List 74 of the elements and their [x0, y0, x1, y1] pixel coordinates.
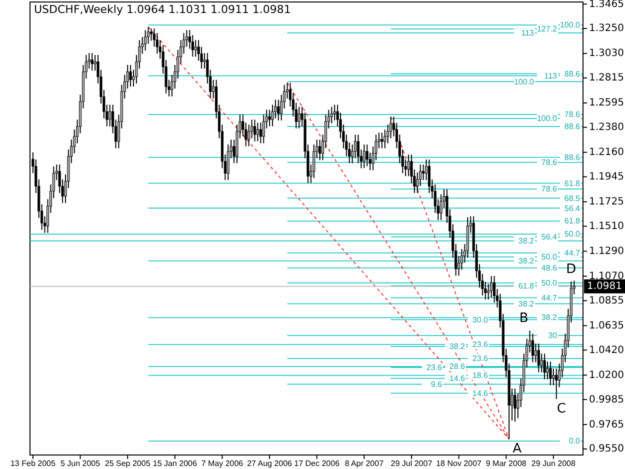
y-tick-label: 1.2815: [589, 72, 624, 84]
x-tick-label: 29 Jun 2008: [531, 459, 576, 468]
y-tick-label: 0.9550: [589, 444, 624, 455]
annotation: C: [556, 402, 566, 417]
series-label: 88.6: [564, 122, 581, 132]
series-label: 68.5: [564, 194, 581, 203]
y-tick-label: 1.3030: [589, 48, 624, 60]
series-label: 78.6: [541, 184, 558, 194]
series-label: 61.8: [564, 216, 581, 226]
series-label: 50.0: [564, 230, 581, 239]
series-label: 100.0: [536, 114, 558, 124]
y-tick-label: 1.1510: [589, 220, 624, 232]
y-tick-label: 1.1290: [589, 246, 624, 257]
x-tick-label: 8 Apr 2007: [344, 459, 384, 468]
series-label: 23.6: [426, 363, 443, 372]
series-label: 48.6: [541, 263, 558, 272]
y-tick-label: 1.3250: [589, 23, 624, 34]
y-tick-label: 1.2160: [589, 147, 624, 158]
series-label: 30.0: [472, 315, 489, 324]
series-label: 18.6: [472, 370, 489, 380]
series-label: 0.0: [568, 436, 581, 446]
series-label: 38.2: [541, 313, 558, 322]
y-tick-label: 1.0855: [589, 295, 624, 306]
y-tick-label: 0.9985: [589, 394, 624, 406]
series-label: 56.4: [564, 204, 581, 213]
series-label: 38.2: [518, 299, 535, 308]
annotation: A: [512, 442, 522, 457]
series-label: 38.2: [518, 256, 535, 266]
x-tick-label: 17 Dec 2006: [294, 459, 340, 468]
series-label: 88.6: [564, 69, 581, 78]
x-tick-label: 15 Jan 2006: [152, 459, 198, 468]
series-label: 44.7: [541, 293, 558, 302]
x-tick-label: 13 Feb 2005: [10, 459, 56, 468]
series-label: 113: [521, 28, 535, 38]
x-tick-label: 5 Jun 2005: [60, 459, 101, 468]
series-label: 28.6: [449, 362, 466, 372]
series-label: 78.6: [541, 158, 558, 167]
series-label: 127.2: [536, 24, 558, 34]
series-label: 14.6: [449, 374, 466, 384]
y-tick-label: 1.0200: [589, 370, 624, 381]
series-label: 113: [544, 71, 558, 80]
y-tick-label: 1.0635: [589, 320, 624, 332]
series-label: 23.6: [472, 354, 489, 364]
chart-title: USDCHF,Weekly 1.0964 1.1031 1.0911 1.0981: [34, 3, 291, 16]
series-label: 61.8: [564, 178, 581, 188]
series-label: 50.0: [541, 278, 558, 288]
series-label: 61.8: [518, 281, 535, 290]
series-label: 30: [548, 331, 558, 340]
series-label: 14.6: [472, 388, 489, 398]
series-label: 100.0: [514, 77, 535, 86]
x-tick-label: 18 Nov 2007: [436, 459, 482, 468]
x-tick-label: 29 Jul 2007: [390, 459, 433, 468]
series-label: 23.6: [472, 340, 489, 350]
x-tick-label: 27 Aug 2006: [247, 459, 293, 468]
x-tick-label: 9 Mar 2008: [486, 459, 527, 468]
y-tick-label: 1.1945: [589, 172, 624, 183]
series-label: 38.2: [449, 342, 466, 352]
y-tick-label: 1.1070: [589, 270, 624, 282]
y-tick-label: 1.1725: [589, 196, 624, 208]
series-label: 100.0: [560, 20, 581, 30]
x-tick-label: 25 Sep 2005: [104, 459, 151, 468]
y-tick-label: 1.2595: [589, 98, 624, 109]
x-tick-label: 7 May 2006: [201, 459, 244, 468]
y-tick-label: 0.9765: [589, 419, 624, 430]
series-label: 38.2: [518, 236, 535, 246]
series-label: 56.4: [541, 232, 558, 242]
y-tick-label: 1.2380: [589, 122, 624, 134]
series-label: 9.6: [430, 380, 443, 389]
series-label: 78.6: [564, 110, 581, 120]
y-tick-label: 1.0420: [589, 344, 624, 356]
series-label: 50.0: [541, 252, 558, 262]
ref-line-label: 1.0981: [587, 281, 622, 292]
series-label: 88.6: [564, 152, 581, 162]
series-label: 44.7: [564, 248, 581, 258]
